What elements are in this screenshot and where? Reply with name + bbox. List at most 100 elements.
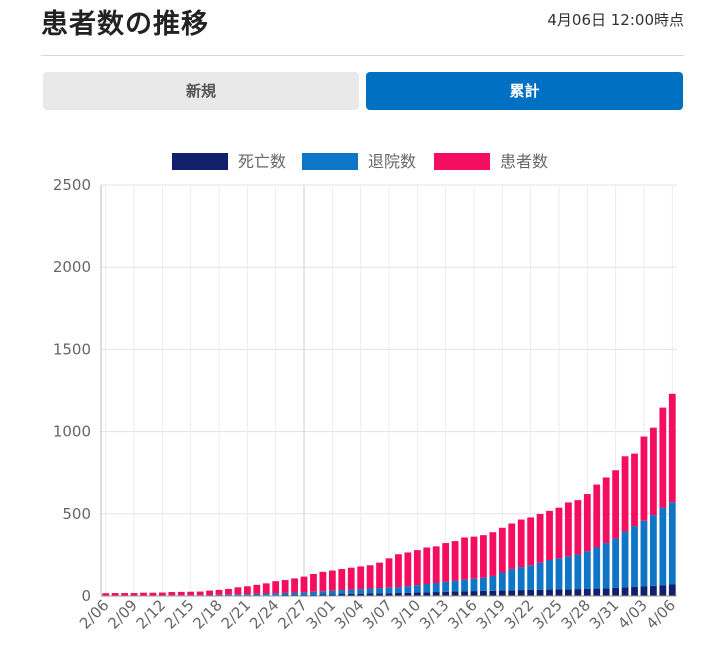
bar-patients — [555, 507, 563, 559]
bar-deaths — [328, 594, 336, 596]
tab-total[interactable]: 累計 — [366, 72, 683, 110]
y-tick-label: 2500 — [53, 176, 91, 194]
bar-deaths — [527, 589, 535, 596]
bar-discharged — [291, 592, 298, 596]
bar-discharged — [243, 594, 251, 596]
bar-patients — [461, 537, 468, 580]
bar-discharged — [508, 568, 516, 591]
bar-deaths — [395, 593, 402, 596]
bar-discharged — [498, 572, 506, 591]
x-tick-label: 2/09 — [104, 596, 141, 633]
bar-patients — [546, 510, 553, 560]
bar-deaths — [498, 590, 506, 596]
x-tick-label: 3/19 — [473, 596, 510, 633]
bar-deaths — [583, 588, 591, 596]
x-tick-label: 3/25 — [529, 596, 566, 633]
bar-patients — [149, 592, 157, 596]
bar-discharged — [385, 587, 393, 594]
bar-patients — [272, 581, 280, 594]
bar-patients — [527, 517, 535, 566]
bar-discharged — [423, 583, 431, 593]
bar-discharged — [631, 526, 638, 587]
bar-deaths — [300, 594, 308, 596]
bar-deaths — [376, 593, 383, 596]
bar-discharged — [262, 593, 270, 596]
bar-deaths — [347, 593, 355, 596]
bar-patients — [225, 588, 232, 595]
bar-patients — [621, 456, 629, 532]
x-tick-label: 3/31 — [586, 596, 623, 633]
bar-patients — [423, 547, 431, 584]
bar-deaths — [593, 588, 601, 596]
bar-discharged — [565, 556, 572, 590]
bar-discharged — [366, 588, 374, 594]
bar-discharged — [319, 591, 327, 595]
bar-patients — [319, 571, 327, 592]
x-tick-label: 3/10 — [388, 596, 425, 633]
bar-patients — [583, 494, 591, 552]
x-tick-label: 3/16 — [444, 596, 481, 633]
bar-deaths — [357, 593, 365, 596]
update-timestamp: 4月06日 12:00時点 — [547, 11, 684, 29]
bar-patients — [508, 523, 516, 569]
x-tick-label: 4/06 — [643, 596, 680, 633]
header-divider — [41, 55, 684, 56]
bar-patients — [338, 569, 346, 591]
bar-deaths — [621, 587, 629, 596]
bar-discharged — [593, 547, 601, 589]
tab-new[interactable]: 新規 — [43, 72, 359, 110]
legend-swatch — [302, 153, 358, 170]
bar-patients — [470, 536, 478, 579]
bar-patients — [215, 589, 223, 595]
bar-patients — [158, 592, 166, 596]
bar-patients — [130, 593, 138, 596]
bar-deaths — [649, 585, 657, 596]
x-tick-label: 3/13 — [416, 596, 453, 633]
bar-patients — [328, 570, 336, 591]
bar-discharged — [215, 594, 223, 596]
x-tick-label: 2/12 — [133, 596, 170, 633]
bar-discharged — [536, 562, 544, 590]
bar-deaths — [508, 590, 516, 596]
bar-discharged — [649, 515, 657, 586]
bar-discharged — [612, 538, 620, 588]
bar-discharged — [602, 543, 610, 589]
bar-patients — [668, 393, 676, 503]
bar-patients — [395, 554, 402, 588]
legend-swatch — [434, 153, 490, 170]
bar-discharged — [640, 520, 648, 587]
legend-label: 死亡数 — [238, 152, 286, 171]
bar-patients — [291, 578, 298, 593]
bar-discharged — [413, 585, 421, 593]
bar-discharged — [376, 588, 383, 594]
bar-discharged — [527, 565, 535, 590]
bar-patients — [536, 513, 544, 563]
bar-discharged — [574, 554, 582, 590]
bar-deaths — [432, 592, 440, 596]
bar-deaths — [631, 586, 638, 596]
bar-patients — [300, 576, 308, 593]
bar-deaths — [451, 591, 459, 596]
bar-patients — [376, 562, 383, 589]
bar-patients — [649, 427, 657, 516]
bar-patients — [253, 584, 261, 594]
bar-patients — [631, 453, 638, 527]
bar-discharged — [272, 593, 280, 596]
bar-discharged — [310, 591, 317, 595]
bar-deaths — [338, 594, 346, 596]
bar-deaths — [423, 592, 431, 596]
bar-deaths — [366, 593, 374, 596]
bar-patients — [243, 586, 251, 595]
bar-patients — [602, 477, 610, 544]
bar-discharged — [480, 577, 487, 591]
legend-swatch — [172, 153, 228, 170]
bar-discharged — [621, 531, 629, 588]
bar-patients — [659, 407, 667, 508]
bar-discharged — [470, 578, 478, 592]
bar-patients — [262, 583, 270, 594]
bar-deaths — [668, 584, 676, 596]
bar-discharged — [442, 581, 450, 592]
y-tick-label: 1000 — [53, 423, 91, 441]
bar-discharged — [206, 595, 213, 596]
